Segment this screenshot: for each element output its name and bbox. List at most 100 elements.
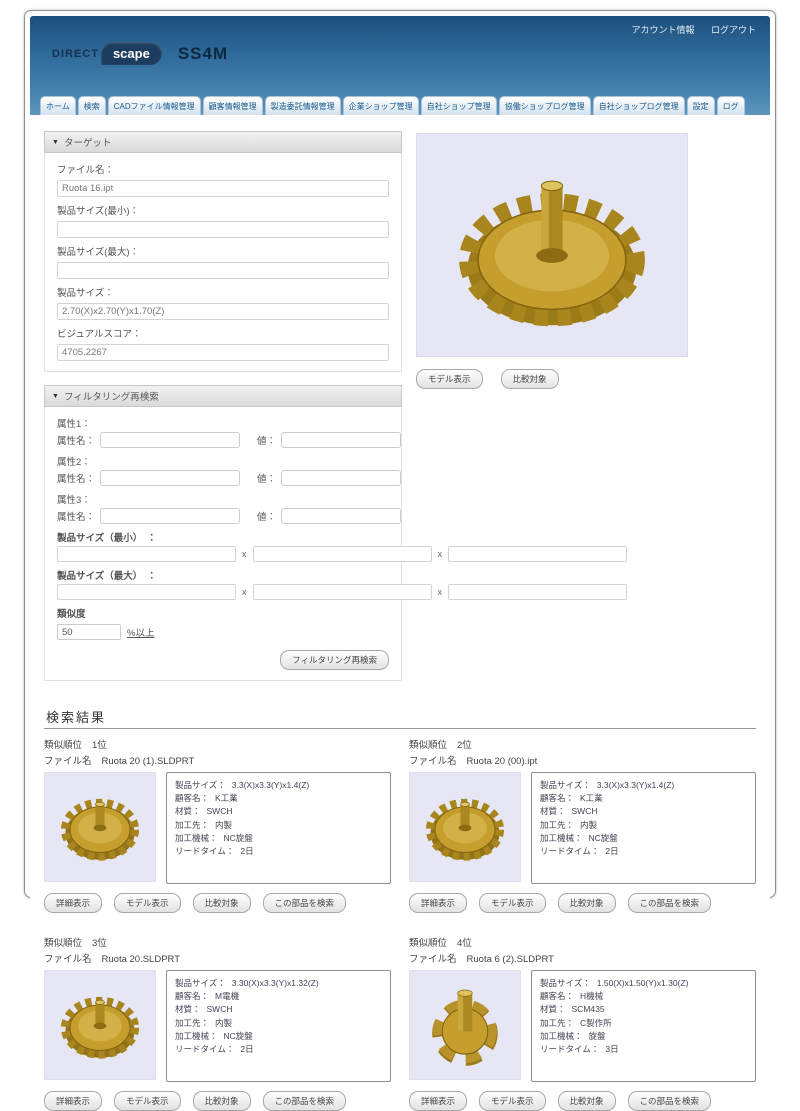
filter-size-min-x-input[interactable] [57, 546, 236, 562]
spec-value: M電機 [215, 991, 240, 1002]
tab-cad-file-info[interactable]: CADファイル情報管理 [107, 96, 201, 115]
filter-search-button[interactable]: フィルタリング再検索 [280, 650, 389, 670]
app-header: アカウント情報 ログアウト DIRECT scape SS4M ホーム 検索 C… [30, 16, 770, 115]
visual-score-input[interactable] [57, 344, 389, 361]
spec-label: 顧客名： [540, 991, 575, 1002]
attr3-name-input[interactable] [100, 508, 241, 524]
detail-button[interactable]: 詳細表示 [409, 1091, 468, 1111]
x-separator: x [242, 587, 247, 597]
target-section-header[interactable]: ▼ ターゲット [44, 131, 402, 153]
tab-settings[interactable]: 設定 [686, 96, 715, 115]
rank-value: 1位 [92, 740, 107, 751]
product-size-input[interactable] [57, 303, 389, 320]
compare-button[interactable]: 比較対象 [557, 893, 616, 913]
filter-size-min-z-input[interactable] [448, 546, 627, 562]
model-button[interactable]: モデル表示 [114, 1091, 181, 1111]
tab-partner-shop-log[interactable]: 協働ショップログ管理 [498, 96, 591, 115]
filter-section-header[interactable]: ▼ フィルタリング再検索 [44, 385, 402, 407]
spec-label: 加工先： [175, 819, 210, 830]
search-this-part-button[interactable]: この部品を検索 [262, 1091, 347, 1111]
tab-own-shop[interactable]: 自社ショップ管理 [420, 96, 497, 115]
filter-size-max-z-input[interactable] [448, 584, 627, 600]
attr3-value-input[interactable] [281, 508, 402, 524]
filter-size-min-y-input[interactable] [252, 546, 432, 562]
attr2-value-input[interactable] [281, 470, 402, 486]
model-button[interactable]: モデル表示 [479, 893, 546, 913]
content: ▼ ターゲット ファイル名： 製品サイズ(最小)： 製品サイズ(最大)： 製品サ… [30, 115, 770, 1111]
spec-value: 3日 [605, 1043, 619, 1054]
tab-log[interactable]: ログ [716, 96, 745, 115]
compare-button[interactable]: 比較対象 [192, 893, 251, 913]
similarity-input[interactable] [57, 624, 121, 640]
logo-direct-text: DIRECT [52, 47, 99, 60]
search-this-part-button[interactable]: この部品を検索 [627, 1091, 712, 1111]
gear-thumb-render [50, 975, 150, 1075]
file-label: ファイル名 [44, 756, 92, 767]
size-max-input[interactable] [57, 262, 389, 279]
tab-own-shop-log[interactable]: 自社ショップログ管理 [592, 96, 685, 115]
spec-label: 製品サイズ： [175, 780, 226, 790]
compare-button[interactable]: 比較対象 [192, 1091, 251, 1111]
logout-link[interactable]: ログアウト [710, 25, 756, 35]
spec-value: NC旋盤 [223, 832, 253, 843]
search-this-part-button[interactable]: この部品を検索 [262, 893, 347, 913]
spec-label: 加工先： [175, 1017, 210, 1028]
gear-3d-render [432, 150, 672, 340]
tab-customer-info[interactable]: 顧客情報管理 [202, 96, 263, 115]
filter-size-max-x-input[interactable] [57, 584, 236, 600]
spec-value: 3.3(X)x3.3(Y)x1.4(Z) [231, 780, 310, 790]
model-button[interactable]: モデル表示 [114, 893, 181, 913]
right-column: モデル表示 比較対象 [416, 131, 756, 681]
spec-label: 材質： [175, 806, 201, 817]
tab-company-shop[interactable]: 企業ショップ管理 [342, 96, 419, 115]
search-this-part-button[interactable]: この部品を検索 [627, 893, 712, 913]
spec-value: 2日 [240, 845, 254, 856]
attr2-group-label: 属性2： [57, 457, 91, 468]
spec-label: リードタイム： [540, 1043, 600, 1054]
spec-value: 1.50(X)x1.50(Y)x1.30(Z) [596, 978, 689, 988]
spec-label: 材質： [540, 806, 566, 817]
result-card: 類似順位 4位 ファイル名 Ruota 6 (2).SLDPRT 製品サイズ： 1.5… [409, 935, 756, 1111]
attr1-value-input[interactable] [281, 432, 402, 448]
detail-button[interactable]: 詳細表示 [409, 893, 468, 913]
filter-size-max-y-input[interactable] [252, 584, 432, 600]
tab-home[interactable]: ホーム [40, 96, 76, 115]
spec-value: 3.3(X)x3.3(Y)x1.4(Z) [596, 780, 675, 790]
page-frame: アカウント情報 ログアウト DIRECT scape SS4M ホーム 検索 C… [24, 10, 776, 1111]
result-card: 類似順位 3位 ファイル名 Ruota 20.SLDPRT 製品サイズ： 3.30(X… [44, 935, 391, 1111]
preview-model-button[interactable]: モデル表示 [416, 369, 483, 389]
spec-value: 旋盤 [588, 1030, 606, 1041]
similarity-label: 類似度 [57, 609, 86, 620]
file-value: Ruota 20.SLDPRT [101, 954, 181, 965]
rank-label: 類似順位 [44, 740, 83, 751]
attr1-name-input[interactable] [100, 432, 241, 448]
file-name-input[interactable] [57, 180, 389, 197]
detail-button[interactable]: 詳細表示 [44, 1091, 103, 1111]
file-label: ファイル名 [409, 756, 457, 767]
rank-label: 類似順位 [44, 938, 83, 949]
size-max-label: 製品サイズ(最大)： [57, 247, 140, 258]
logo-scape-bubble: scape [100, 42, 162, 65]
spec-label: 顧客名： [175, 991, 210, 1002]
rank-label: 類似順位 [409, 740, 448, 751]
model-button[interactable]: モデル表示 [479, 1091, 546, 1111]
account-info-link[interactable]: アカウント情報 [631, 25, 695, 35]
gear-thumb-render [50, 777, 150, 877]
main-nav-tabs: ホーム 検索 CADファイル情報管理 顧客情報管理 製造委託情報管理 企業ショッ… [40, 96, 764, 115]
preview-compare-button[interactable]: 比較対象 [500, 369, 559, 389]
tab-search[interactable]: 検索 [77, 96, 106, 115]
result-thumbnail [44, 970, 156, 1080]
file-label: ファイル名 [44, 954, 92, 965]
attr3-value-label: 値： [257, 512, 277, 523]
spec-label: 顧客名： [175, 793, 210, 804]
size-min-input[interactable] [57, 221, 389, 238]
spec-label: 製品サイズ： [540, 978, 591, 988]
rank-value: 2位 [457, 740, 472, 751]
result-thumbnail [44, 772, 156, 882]
attr2-name-input[interactable] [100, 470, 241, 486]
spec-value: SWCH [571, 806, 598, 817]
spec-label: 加工先： [540, 819, 575, 830]
detail-button[interactable]: 詳細表示 [44, 893, 103, 913]
compare-button[interactable]: 比較対象 [557, 1091, 616, 1111]
tab-manufacturing-info[interactable]: 製造委託情報管理 [264, 96, 341, 115]
